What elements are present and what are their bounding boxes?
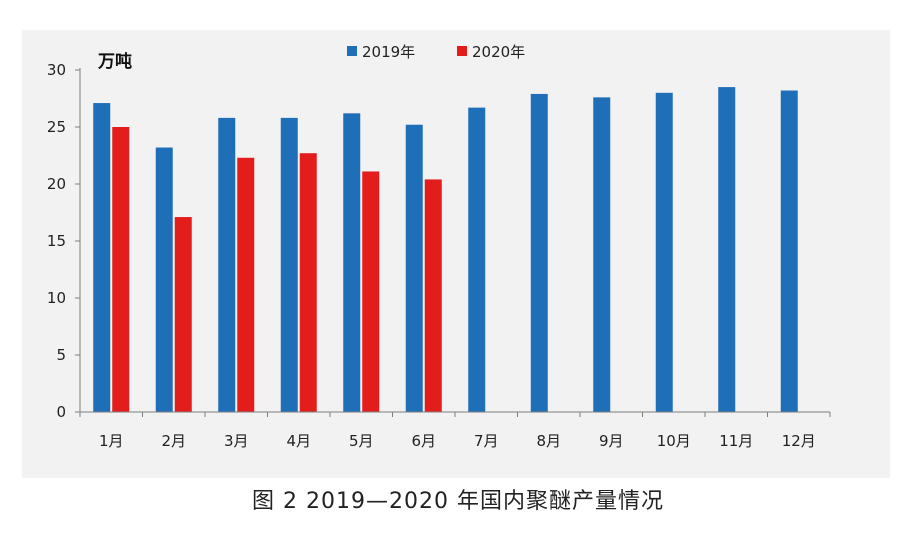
bar-2019年-4月 [280, 117, 298, 412]
y-tick-label: 20 [47, 175, 66, 193]
x-tick-label: 6月 [411, 432, 436, 450]
legend-swatch [347, 46, 357, 56]
bar-2020年-3月 [237, 157, 255, 412]
bar-2019年-10月 [655, 92, 673, 413]
bar-2019年-6月 [405, 124, 423, 412]
legend-label: 2019年 [362, 43, 415, 61]
bar-2019年-9月 [593, 97, 611, 413]
labels-layer: 0 5 10 15 20 25 30 1月 2月 3月 4月 5月 6月 7月 8月 9月 10月 11月 12月 [47, 61, 816, 450]
x-tick-label: 2月 [161, 432, 186, 450]
bars-layer [93, 87, 798, 413]
bar-2019年-8月 [530, 93, 548, 412]
x-tick-label: 9月 [599, 432, 624, 450]
bar-2020年-5月 [362, 171, 380, 412]
y-tick-label: 25 [47, 118, 66, 136]
bar-2019年-3月 [218, 117, 236, 412]
legend-swatch [457, 46, 467, 56]
bar-2019年-2月 [155, 147, 173, 412]
x-tick-label: 3月 [224, 432, 249, 450]
x-tick-label: 10月 [657, 432, 691, 450]
y-tick-label: 30 [47, 61, 66, 79]
x-tick-label: 11月 [719, 432, 753, 450]
bar-2020年-4月 [299, 153, 317, 412]
figure-caption: 图 2 2019—2020 年国内聚醚产量情况 [252, 489, 664, 514]
y-tick-label: 0 [56, 403, 66, 421]
legend-label: 2020年 [472, 43, 525, 61]
axes-layer [75, 68, 831, 417]
x-tick-label: 4月 [286, 432, 311, 450]
x-tick-label: 7月 [474, 432, 499, 450]
y-tick-label: 10 [47, 289, 66, 307]
bar-2019年-7月 [468, 107, 486, 413]
x-tick-label: 5月 [349, 432, 374, 450]
legend: 2019年 2020年 [347, 43, 525, 61]
y-unit-label: 万吨 [97, 51, 132, 72]
x-tick-label: 12月 [782, 432, 816, 450]
x-tick-label: 1月 [99, 432, 124, 450]
bar-2019年-5月 [343, 113, 361, 412]
y-tick-label: 15 [47, 232, 66, 250]
bar-2019年-11月 [718, 87, 736, 412]
x-tick-label: 8月 [536, 432, 561, 450]
y-tick-label: 5 [56, 346, 66, 364]
bar-2020年-2月 [174, 217, 192, 412]
bar-2020年-6月 [424, 179, 442, 412]
bar-2019年-12月 [780, 90, 798, 413]
bar-2019年-1月 [93, 103, 111, 412]
bar-2020年-1月 [112, 127, 130, 412]
